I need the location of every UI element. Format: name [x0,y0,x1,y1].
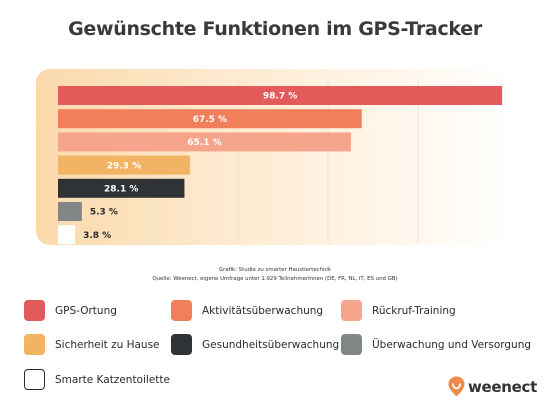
bar-label-4: 29.3 % [107,161,141,171]
location-pin-icon [448,376,465,397]
legend-swatch [341,300,362,321]
chart-title: Gewünschte Funktionen im GPS-Tracker [68,18,482,40]
bar-label-7: 3.8 % [83,231,111,241]
legend-swatch [24,369,45,390]
legend-swatch [24,300,45,321]
legend-label: Sicherheit zu Hause [55,338,160,351]
bar-label-2: 67.5 % [193,115,227,125]
bar-label-5: 28.1 % [104,185,138,195]
bar-1 [58,86,503,105]
bar-5 [58,178,185,198]
legend-swatch [341,334,362,355]
legend-label: Rückruf-Training [372,304,456,317]
bar-label-6: 5.3 % [90,208,118,218]
bar-label-1: 98.7 % [263,92,297,102]
legend-item-1: GPS-Ortung [24,300,117,321]
bar-6 [58,202,82,221]
legend-item-6: Überwachung und Versorgung [341,334,531,355]
legend-item-2: Aktivitätsüberwachung [171,300,323,321]
bar-3 [58,132,351,152]
legend-item-7: Smarte Katzentoilette [24,369,170,390]
legend-item-5: Gesundheitsüberwachung [171,334,339,355]
legend-label: Überwachung und Versorgung [372,338,532,351]
legend-swatch [171,334,192,355]
weenect-logo: weenect [448,376,537,397]
bar-4 [58,155,190,175]
source-line-2: Quelle: Weenect, eigene Umfrage unter 1.… [152,276,398,282]
legend-swatch [171,300,192,321]
bar-7 [58,225,76,245]
logo-text: weenect [468,377,538,396]
legend-label: Gesundheitsüberwachung [202,338,340,351]
source-line-1: Grafik: Studie zu smarter Haustiertechni… [218,267,332,273]
legend-item-3: Rückruf-Training [341,300,456,321]
legend-label: Smarte Katzentoilette [55,373,170,386]
bar-2 [58,109,362,129]
legend-label: GPS-Ortung [55,304,117,317]
bar-chart: 98.7 % 67.5 % 65.1 % 29.3 % 28.1 % 5.3 % 3.8 % [58,78,503,245]
legend-swatch [24,334,45,355]
bar-label-3: 65.1 % [187,138,221,148]
legend-label: Aktivitätsüberwachung [202,304,324,317]
legend-item-4: Sicherheit zu Hause [24,334,160,355]
